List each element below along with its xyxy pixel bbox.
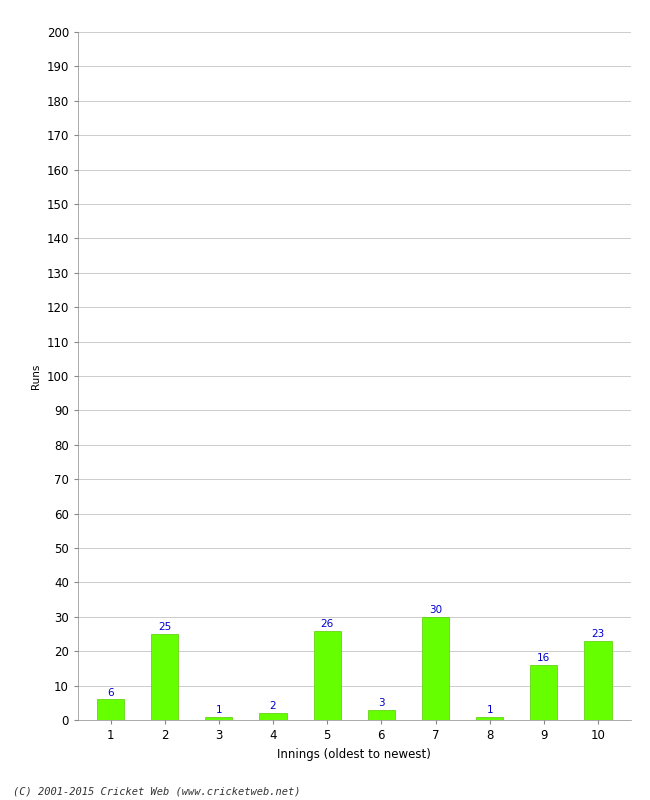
Text: 1: 1 [486,705,493,715]
Bar [476,717,503,720]
Text: (C) 2001-2015 Cricket Web (www.cricketweb.net): (C) 2001-2015 Cricket Web (www.cricketwe… [13,786,300,796]
Bar [530,665,558,720]
Bar [584,641,612,720]
Text: 26: 26 [320,619,334,629]
Bar [313,630,341,720]
Bar [205,717,233,720]
Bar [368,710,395,720]
Text: 25: 25 [158,622,172,632]
Y-axis label: Runs: Runs [31,363,41,389]
Text: 2: 2 [270,702,276,711]
Text: 3: 3 [378,698,385,708]
Bar [151,634,178,720]
Bar [422,617,449,720]
Text: 6: 6 [107,688,114,698]
Text: 16: 16 [537,654,551,663]
Bar [97,699,124,720]
X-axis label: Innings (oldest to newest): Innings (oldest to newest) [278,747,431,761]
Text: 23: 23 [592,629,604,639]
Text: 30: 30 [429,605,442,615]
Text: 1: 1 [216,705,222,715]
Bar [259,713,287,720]
